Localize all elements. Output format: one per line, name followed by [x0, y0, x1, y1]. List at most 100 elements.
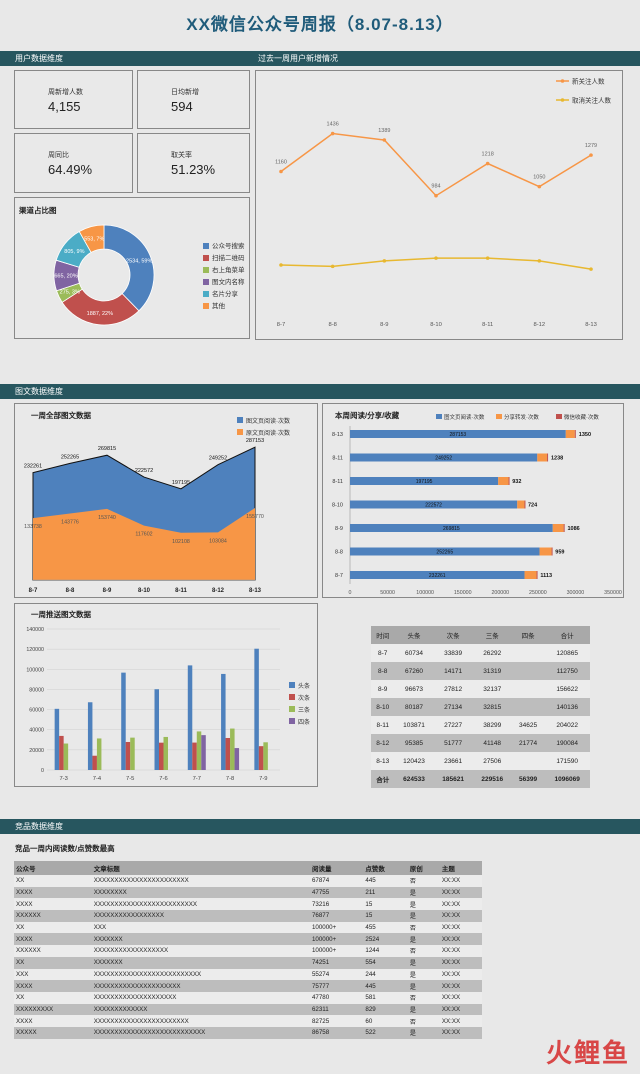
competitor-row: XXXXX XXXXXXXXXXXXXXXXXXXXXXXXXXX 86758 522…	[14, 1026, 482, 1039]
bar	[547, 453, 549, 462]
bar-value-label: 197195	[416, 479, 433, 485]
y-tick-label: 8-13	[332, 432, 343, 438]
bar	[201, 735, 206, 770]
line-point	[485, 161, 490, 166]
x-tick-label: 7-7	[193, 776, 201, 782]
line-point	[279, 263, 283, 267]
data-label: 197195	[172, 480, 190, 486]
bar-value-label: 287153	[450, 432, 467, 438]
data-label: 222572	[135, 468, 153, 474]
donut-label: 805, 9%	[64, 249, 84, 255]
donut-label: 553, 7%	[84, 236, 104, 242]
bar	[524, 500, 526, 509]
competitor-header-cell: 主题	[439, 861, 482, 875]
bar	[96, 738, 102, 770]
section-articles-label: 图文数据维度	[15, 387, 63, 396]
legend-label: 次条	[298, 694, 310, 702]
summary-cell: 33839	[444, 649, 463, 657]
legend-swatch	[237, 429, 243, 435]
competitor-cell: 73216	[311, 900, 330, 908]
x-tick-label: 8-12	[212, 588, 225, 594]
summary-cell: 合计	[376, 777, 390, 784]
competitor-cell: 445	[365, 982, 376, 990]
competitor-cell: 47780	[311, 994, 330, 1002]
bar-value-label: 222572	[425, 503, 442, 509]
competitor-cell: XXXX	[16, 935, 33, 943]
summary-cell: 95385	[404, 739, 424, 747]
competitor-cell: XXX	[93, 924, 107, 932]
summary-cell: 103871	[403, 721, 425, 729]
competitor-row: XXXX XXXXXXXXXXXXXXXXXXXXXXXXX 73216 15 是 XX:…	[14, 898, 482, 911]
summary-cell: 27134	[444, 703, 463, 711]
x-tick-label: 8-8	[66, 588, 75, 594]
bar	[551, 547, 553, 556]
channel-donut-chart: 2534, 59% 1887, 22% 275, 3% 665, 20% 805, 9%…	[53, 224, 155, 326]
bar	[234, 748, 240, 770]
x-tick-label: 8-8	[328, 322, 336, 328]
legend-item: 其他	[203, 301, 245, 313]
summary-header-cell: 三条	[472, 626, 512, 644]
competitor-cell: 829	[365, 1005, 376, 1013]
competitor-cell: 是	[409, 890, 416, 898]
bar	[258, 746, 264, 770]
summary-cell: 21774	[519, 739, 538, 747]
summary-cell: 624533	[403, 775, 425, 783]
summary-cell	[512, 662, 545, 680]
summary-header-cell: 四条	[511, 626, 545, 644]
kpi-card-weekly-new: 周新增人数 4,155	[14, 70, 133, 129]
bar	[159, 742, 164, 770]
line-point	[330, 264, 335, 269]
legend-swatch	[203, 279, 209, 286]
competitor-cell: XXXX	[16, 889, 33, 897]
bar	[125, 741, 131, 770]
section-user-label: 用户数据维度	[15, 54, 63, 63]
kpi-label: 周同比	[48, 152, 69, 159]
line-point	[589, 267, 593, 271]
x-tick-label: 7-8	[226, 776, 234, 782]
summary-cell: 140136	[556, 703, 579, 711]
summary-cell: 8-11	[376, 721, 389, 729]
data-label: 133738	[24, 524, 42, 530]
competitor-cell: 75777	[311, 982, 330, 990]
competitor-cell: XXXXXX	[16, 912, 41, 920]
legend-swatch	[289, 682, 295, 688]
summary-cell: 60734	[404, 649, 424, 657]
data-label: 984	[431, 184, 440, 190]
x-tick-label: 7-3	[59, 776, 67, 782]
competitor-cell: 100000+	[311, 947, 337, 955]
competitor-cell: 581	[365, 994, 376, 1002]
competitor-row: XX XXXXXXXXXXXXXXXXXXXXXXX 67874 445 否 XX:XX	[14, 875, 482, 887]
competitor-cell: 是	[409, 901, 416, 909]
end-label: 1238	[551, 456, 563, 462]
line-point	[330, 131, 335, 136]
y-tick-label: 8-9	[335, 526, 343, 532]
x-tick-label: 8-11	[175, 588, 187, 594]
bar	[121, 672, 126, 770]
area-series	[33, 507, 255, 580]
y-tick-label: 120000	[26, 647, 44, 653]
bar	[563, 524, 565, 532]
end-label: 959	[555, 550, 564, 556]
summary-cell: 96673	[404, 685, 424, 693]
x-tick-label: 8-13	[249, 588, 262, 594]
data-label: 1050	[533, 175, 545, 181]
donut-label: 2534, 59%	[126, 259, 152, 265]
section-bar-user: 用户数据维度 过去一周用户新增情况	[0, 51, 640, 66]
x-tick-label: 8-10	[138, 588, 151, 594]
bar	[87, 702, 93, 770]
summary-row: 8-11 103871 27227 38299 34625 204022	[371, 716, 590, 734]
bar	[350, 500, 518, 509]
legend-marker	[560, 79, 565, 83]
competitor-cell: 是	[409, 960, 416, 968]
competitor-cell: XXXX	[16, 900, 33, 908]
legend-swatch	[203, 243, 209, 250]
competitor-cell: 否	[409, 995, 416, 1003]
end-label: 932	[512, 479, 521, 485]
summary-cell: 8-8	[378, 667, 388, 675]
competitor-cell: XXXXXXX	[93, 959, 123, 967]
bar	[537, 453, 548, 462]
competitor-cell: XX:XX	[441, 982, 461, 990]
summary-row: 8-10 80187 27134 32815 140136	[371, 698, 590, 716]
kpi-label: 日均新增	[171, 89, 199, 96]
